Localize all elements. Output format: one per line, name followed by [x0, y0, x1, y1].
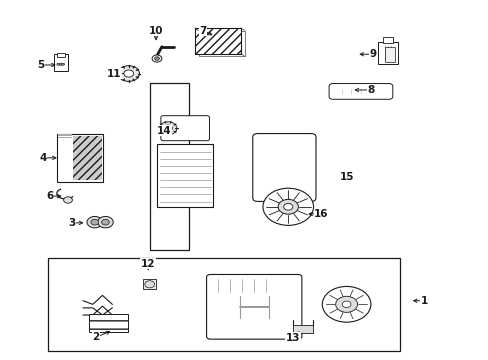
Circle shape — [342, 301, 350, 307]
Text: 15: 15 — [339, 172, 353, 182]
Circle shape — [87, 216, 102, 228]
Bar — [382, 37, 392, 43]
Circle shape — [118, 66, 139, 81]
FancyBboxPatch shape — [328, 84, 392, 99]
Circle shape — [263, 188, 313, 225]
Text: 5: 5 — [38, 60, 45, 70]
Text: 7: 7 — [199, 26, 206, 36]
Bar — [384, 47, 394, 62]
Circle shape — [152, 55, 162, 62]
FancyBboxPatch shape — [161, 116, 209, 141]
Text: 6: 6 — [46, 191, 54, 201]
Circle shape — [163, 125, 172, 131]
Circle shape — [61, 63, 64, 65]
Circle shape — [283, 203, 292, 210]
Circle shape — [57, 63, 60, 65]
Circle shape — [144, 281, 154, 288]
Text: 16: 16 — [313, 209, 328, 219]
Text: 13: 13 — [285, 333, 300, 343]
Text: 11: 11 — [107, 68, 121, 78]
Text: 10: 10 — [148, 26, 163, 36]
Text: 9: 9 — [369, 49, 376, 59]
Text: 4: 4 — [39, 153, 46, 163]
Bar — [58, 134, 72, 136]
Text: 2: 2 — [92, 332, 100, 342]
Text: 1: 1 — [420, 296, 427, 306]
Bar — [377, 42, 397, 64]
Bar — [194, 28, 241, 54]
FancyBboxPatch shape — [252, 134, 315, 202]
Bar — [149, 83, 188, 249]
Circle shape — [322, 287, 370, 322]
Text: 8: 8 — [366, 85, 374, 95]
Bar — [57, 53, 64, 57]
Circle shape — [98, 216, 113, 228]
Bar — [47, 258, 399, 351]
Circle shape — [102, 219, 109, 225]
Bar — [73, 135, 102, 180]
Bar — [157, 144, 213, 207]
Bar — [89, 314, 127, 332]
Text: 14: 14 — [157, 126, 171, 136]
Circle shape — [91, 219, 99, 225]
FancyBboxPatch shape — [206, 274, 301, 339]
Circle shape — [63, 197, 72, 203]
Circle shape — [335, 296, 357, 312]
Bar — [142, 279, 156, 289]
Bar — [58, 136, 72, 138]
Circle shape — [123, 70, 133, 77]
Bar — [54, 54, 67, 71]
Circle shape — [154, 57, 159, 60]
Circle shape — [59, 63, 62, 65]
Text: 12: 12 — [141, 259, 155, 269]
Circle shape — [278, 199, 298, 214]
Bar — [292, 325, 312, 333]
Bar — [57, 134, 103, 182]
Circle shape — [159, 122, 177, 135]
Text: 3: 3 — [68, 218, 75, 228]
Bar — [198, 31, 244, 57]
